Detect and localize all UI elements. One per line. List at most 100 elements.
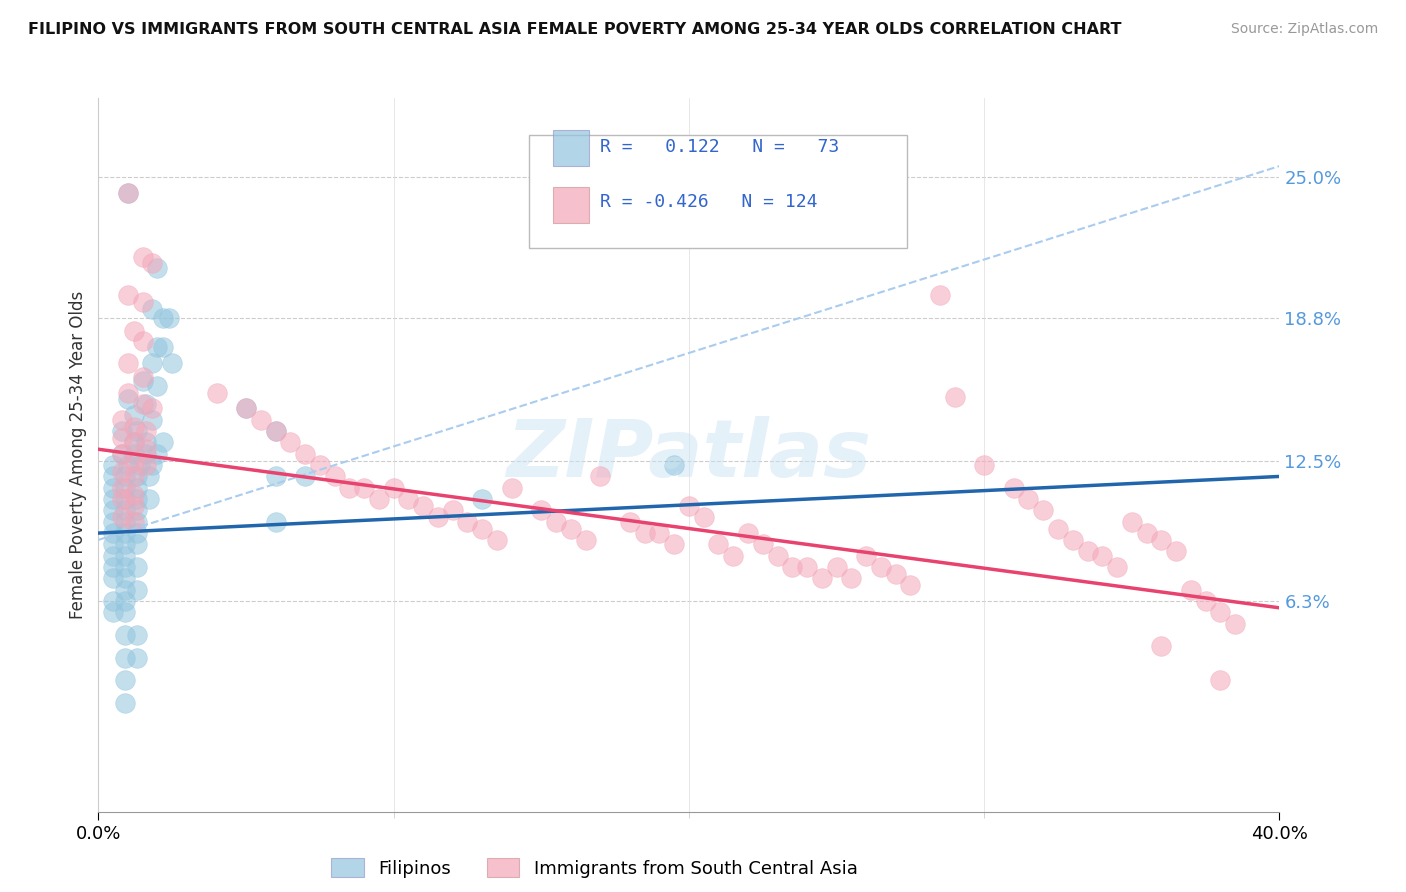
Point <box>125 537 148 551</box>
Point <box>111 481 134 495</box>
Point <box>633 526 655 541</box>
Point <box>111 447 134 461</box>
Point <box>1062 533 1084 547</box>
Point <box>122 435 145 450</box>
Point <box>111 447 134 461</box>
Point <box>111 492 134 507</box>
Point <box>111 465 134 479</box>
Point <box>103 481 125 495</box>
Point <box>1150 640 1173 654</box>
Point <box>737 526 759 541</box>
Point <box>441 503 464 517</box>
Point <box>721 549 744 563</box>
Point <box>157 310 180 325</box>
Point <box>560 522 582 536</box>
Point <box>135 442 157 457</box>
Point <box>1150 533 1173 547</box>
Point <box>707 537 730 551</box>
Point <box>141 401 163 416</box>
Point <box>162 356 183 370</box>
Point <box>1032 503 1054 517</box>
Point <box>114 606 136 620</box>
Point <box>146 447 169 461</box>
Point <box>132 295 155 310</box>
Point <box>125 650 148 665</box>
Point <box>294 469 316 483</box>
Point <box>1209 673 1232 688</box>
Point <box>103 526 125 541</box>
Point <box>471 522 494 536</box>
Point <box>114 492 136 507</box>
Point <box>117 186 139 201</box>
Point <box>114 515 136 529</box>
Point <box>146 340 169 354</box>
Point <box>114 503 136 517</box>
Point <box>117 458 139 472</box>
Point <box>103 549 125 563</box>
Point <box>135 397 157 411</box>
Point <box>122 325 145 339</box>
Point <box>664 537 686 551</box>
FancyBboxPatch shape <box>530 136 907 248</box>
Point <box>839 571 862 585</box>
Point <box>141 256 163 270</box>
Point <box>122 419 145 434</box>
Point <box>114 549 136 563</box>
Point <box>103 458 125 472</box>
Point <box>353 481 375 495</box>
Point <box>1164 544 1187 558</box>
Point <box>111 413 134 427</box>
Point <box>111 424 134 438</box>
Point <box>751 537 773 551</box>
Point <box>103 606 125 620</box>
Point <box>103 537 125 551</box>
Point <box>205 385 228 400</box>
Point <box>235 401 257 416</box>
Point <box>114 582 136 597</box>
Point <box>122 447 145 461</box>
Point <box>1077 544 1099 558</box>
Point <box>114 673 136 688</box>
Point <box>111 510 134 524</box>
Point <box>309 458 332 472</box>
Text: FILIPINO VS IMMIGRANTS FROM SOUTH CENTRAL ASIA FEMALE POVERTY AMONG 25-34 YEAR O: FILIPINO VS IMMIGRANTS FROM SOUTH CENTRA… <box>28 22 1122 37</box>
Point <box>264 424 287 438</box>
Point <box>1105 560 1128 574</box>
Point <box>125 503 148 517</box>
Point <box>1091 549 1114 563</box>
Point <box>114 560 136 574</box>
Point <box>103 469 125 483</box>
Point <box>117 186 139 201</box>
Point <box>250 413 273 427</box>
Point <box>141 356 163 370</box>
Point <box>382 481 405 495</box>
Point <box>337 481 360 495</box>
Point <box>574 533 596 547</box>
Point <box>1046 522 1069 536</box>
Point <box>114 481 136 495</box>
Point <box>146 379 169 393</box>
Point <box>152 435 174 450</box>
Point <box>884 566 907 581</box>
Point <box>114 628 136 642</box>
Point <box>132 250 155 264</box>
Point <box>135 424 157 438</box>
Point <box>782 560 804 574</box>
Point <box>141 458 163 472</box>
Point <box>135 447 157 461</box>
Point <box>125 560 148 574</box>
Y-axis label: Female Poverty Among 25-34 Year Olds: Female Poverty Among 25-34 Year Olds <box>69 291 87 619</box>
Point <box>619 515 641 529</box>
Point <box>825 560 848 574</box>
Point <box>135 458 157 472</box>
Point <box>396 492 419 507</box>
Point <box>122 487 145 501</box>
Point <box>117 356 139 370</box>
Point <box>589 469 612 483</box>
Point <box>125 582 148 597</box>
Point <box>501 481 523 495</box>
Point <box>132 374 155 388</box>
Point <box>678 499 700 513</box>
Text: ZIPatlas: ZIPatlas <box>506 416 872 494</box>
Point <box>117 385 139 400</box>
